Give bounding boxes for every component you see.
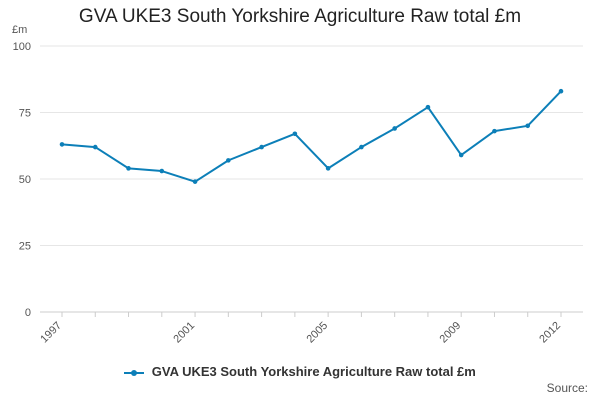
data-point bbox=[325, 166, 331, 171]
x-tick-label: 1997 bbox=[38, 320, 64, 346]
legend-swatch-icon bbox=[124, 368, 145, 378]
data-point bbox=[226, 158, 231, 163]
data-point bbox=[259, 144, 264, 150]
data-point bbox=[59, 142, 65, 147]
data-point bbox=[192, 179, 198, 184]
data-point bbox=[558, 88, 564, 94]
x-tick-labels: 1997 2001 2005 2009 2012 bbox=[38, 320, 563, 346]
x-tick-label: 2012 bbox=[537, 320, 563, 346]
data-point bbox=[292, 131, 298, 137]
series-layer bbox=[59, 88, 564, 184]
legend-label: GVA UKE3 South Yorkshire Agriculture Raw… bbox=[151, 364, 476, 379]
y-tick-label: 50 bbox=[19, 174, 31, 186]
y-axis-unit-label: £m bbox=[12, 24, 28, 36]
data-point bbox=[525, 123, 531, 129]
y-tick-label: 100 bbox=[13, 41, 31, 53]
legend[interactable]: GVA UKE3 South Yorkshire Agriculture Raw… bbox=[0, 364, 600, 379]
data-point bbox=[159, 168, 165, 174]
data-point bbox=[492, 128, 497, 134]
data-point bbox=[392, 126, 397, 131]
x-tick-label: 2001 bbox=[171, 320, 197, 346]
y-tick-label: 75 bbox=[19, 108, 31, 120]
chart-title: GVA UKE3 South Yorkshire Agriculture Raw… bbox=[78, 6, 522, 27]
series-line bbox=[61, 90, 562, 183]
axes bbox=[40, 311, 583, 317]
source-label: Source: bbox=[546, 381, 588, 395]
y-tick-label: 25 bbox=[19, 241, 31, 253]
data-point bbox=[92, 144, 98, 150]
data-point bbox=[126, 166, 131, 171]
x-tick-label: 2005 bbox=[304, 320, 330, 346]
y-tick-labels: 0 25 50 75 100 bbox=[13, 41, 31, 319]
y-tick-label: 0 bbox=[25, 307, 31, 319]
grid-lines bbox=[40, 45, 583, 246]
data-point bbox=[458, 152, 464, 158]
data-point bbox=[359, 144, 364, 150]
x-tick-label: 2009 bbox=[438, 320, 464, 346]
data-point bbox=[425, 104, 431, 110]
